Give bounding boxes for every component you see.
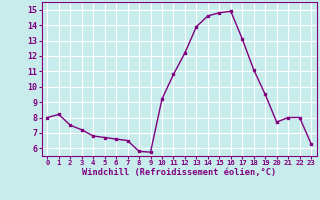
X-axis label: Windchill (Refroidissement éolien,°C): Windchill (Refroidissement éolien,°C) <box>82 168 276 177</box>
